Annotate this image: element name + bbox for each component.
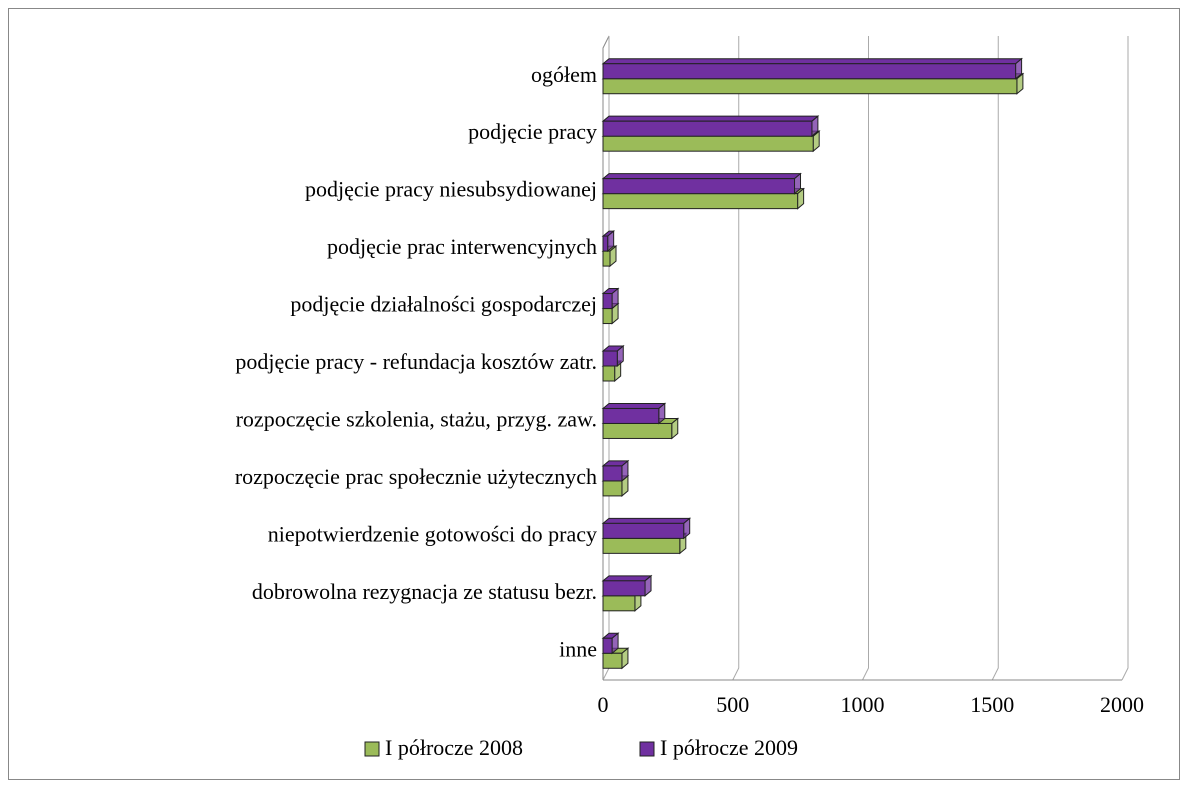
x-tick-label: 2000 (1100, 692, 1144, 717)
legend-swatch (364, 741, 380, 757)
bar (601, 574, 653, 597)
bar (601, 517, 692, 540)
bar (601, 287, 620, 310)
grid-line (862, 36, 869, 681)
x-tick-label: 0 (598, 692, 609, 717)
x-tick-label: 1000 (841, 692, 885, 717)
bar (601, 632, 620, 655)
y-tick-label: rozpoczęcie szkolenia, stażu, przyg. zaw… (236, 407, 597, 432)
y-tick-label: podjęcie pracy (468, 119, 597, 144)
x-tick-label: 500 (716, 692, 749, 717)
legend-label: I półrocze 2009 (660, 735, 798, 760)
bar (601, 172, 802, 195)
y-tick-label: inne (559, 636, 597, 661)
bar (601, 474, 630, 497)
bar (601, 402, 667, 425)
bar (601, 344, 625, 368)
y-tick-label: niepotwierdzenie gotowości do pracy (268, 521, 597, 546)
bar (601, 115, 820, 138)
y-tick-label: podjęcie pracy niesubsydiowanej (305, 177, 597, 202)
y-tick-label: podjęcie działalności gospodarczej (290, 292, 597, 317)
y-tick-label: podjęcie pracy - refundacja kosztów zatr… (235, 349, 597, 374)
bar (601, 459, 630, 482)
legend-label: I półrocze 2008 (385, 735, 523, 760)
chart-border (8, 8, 1180, 780)
bar (601, 57, 1023, 80)
grid-line (732, 36, 740, 681)
legend-swatch (639, 741, 655, 757)
grid-line (991, 36, 999, 681)
grid-line (1121, 36, 1129, 681)
bar (601, 230, 616, 253)
y-tick-label: rozpoczęcie prac społecznie użytecznych (235, 464, 597, 489)
y-tick-label: podjęcie prac interwencyjnych (327, 234, 597, 259)
x-tick-label: 1500 (970, 692, 1014, 717)
y-tick-label: ogółem (531, 62, 597, 87)
y-tick-label: dobrowolna rezygnacja ze statusu bezr. (252, 579, 597, 604)
